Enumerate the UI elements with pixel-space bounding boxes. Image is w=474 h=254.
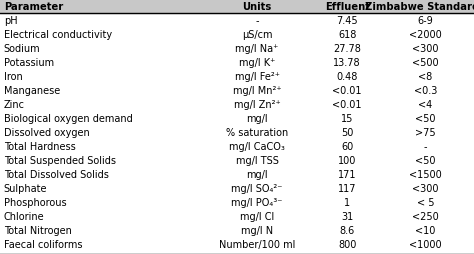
Text: mg/l Mn²⁺: mg/l Mn²⁺	[233, 86, 282, 96]
Text: pH: pH	[4, 16, 18, 26]
Text: mg/l SO₄²⁻: mg/l SO₄²⁻	[231, 183, 283, 193]
Text: Effluent: Effluent	[325, 2, 370, 12]
Text: mg/l K⁺: mg/l K⁺	[239, 58, 275, 68]
Text: Number/100 ml: Number/100 ml	[219, 239, 295, 249]
Text: mg/l Cl: mg/l Cl	[240, 211, 274, 221]
Text: Faecal coliforms: Faecal coliforms	[4, 239, 82, 249]
Text: Sodium: Sodium	[4, 44, 40, 54]
Text: <50: <50	[415, 114, 436, 124]
Text: Units: Units	[243, 2, 272, 12]
Text: Total Hardness: Total Hardness	[4, 141, 75, 152]
Text: Total Dissolved Solids: Total Dissolved Solids	[4, 169, 109, 179]
Text: Phosphorous: Phosphorous	[4, 197, 66, 207]
Text: <250: <250	[412, 211, 439, 221]
Text: Total Nitrogen: Total Nitrogen	[4, 225, 72, 235]
Text: mg/l: mg/l	[246, 169, 268, 179]
Text: >75: >75	[415, 128, 436, 138]
Text: Potassium: Potassium	[4, 58, 54, 68]
Text: Iron: Iron	[4, 72, 23, 82]
Text: <300: <300	[412, 183, 438, 193]
Text: 1: 1	[344, 197, 350, 207]
Text: <500: <500	[412, 58, 439, 68]
Text: 0.48: 0.48	[337, 72, 358, 82]
Text: mg/l PO₄³⁻: mg/l PO₄³⁻	[231, 197, 283, 207]
Text: 7.45: 7.45	[337, 16, 358, 26]
Text: % saturation: % saturation	[226, 128, 288, 138]
Text: mg/l Zn²⁺: mg/l Zn²⁺	[234, 100, 281, 110]
Text: Chlorine: Chlorine	[4, 211, 45, 221]
Text: 6-9: 6-9	[418, 16, 433, 26]
Text: -: -	[255, 16, 259, 26]
Bar	[0, 0, 474, 14]
Text: 117: 117	[338, 183, 356, 193]
Text: 15: 15	[341, 114, 354, 124]
Text: <8: <8	[418, 72, 433, 82]
Text: 50: 50	[341, 128, 354, 138]
Text: <300: <300	[412, 44, 438, 54]
Text: 13.78: 13.78	[333, 58, 361, 68]
Text: Electrical conductivity: Electrical conductivity	[4, 30, 112, 40]
Text: Parameter: Parameter	[4, 2, 63, 12]
Text: Zimbabwe Standards: Zimbabwe Standards	[365, 2, 474, 12]
Text: <2000: <2000	[409, 30, 442, 40]
Text: Biological oxygen demand: Biological oxygen demand	[4, 114, 133, 124]
Text: Zinc: Zinc	[4, 100, 25, 110]
Text: mg/l: mg/l	[246, 114, 268, 124]
Text: mg/l CaCO₃: mg/l CaCO₃	[229, 141, 285, 152]
Text: 800: 800	[338, 239, 356, 249]
Text: 60: 60	[341, 141, 353, 152]
Text: mg/l TSS: mg/l TSS	[236, 155, 279, 165]
Text: mg/l Fe²⁺: mg/l Fe²⁺	[235, 72, 280, 82]
Text: μS/cm: μS/cm	[242, 30, 273, 40]
Text: <0.01: <0.01	[332, 86, 362, 96]
Text: <1000: <1000	[409, 239, 442, 249]
Text: 27.78: 27.78	[333, 44, 361, 54]
Text: Sulphate: Sulphate	[4, 183, 47, 193]
Text: 171: 171	[338, 169, 356, 179]
Text: Dissolved oxygen: Dissolved oxygen	[4, 128, 90, 138]
Text: mg/l Na⁺: mg/l Na⁺	[236, 44, 279, 54]
Text: 31: 31	[341, 211, 353, 221]
Text: -: -	[424, 141, 427, 152]
Text: mg/l N: mg/l N	[241, 225, 273, 235]
Text: <10: <10	[415, 225, 436, 235]
Text: < 5: < 5	[417, 197, 434, 207]
Text: <0.01: <0.01	[332, 100, 362, 110]
Text: <50: <50	[415, 155, 436, 165]
Text: <0.3: <0.3	[414, 86, 437, 96]
Text: 618: 618	[338, 30, 356, 40]
Text: <4: <4	[418, 100, 433, 110]
Text: 100: 100	[338, 155, 356, 165]
Text: Manganese: Manganese	[4, 86, 60, 96]
Text: <1500: <1500	[409, 169, 442, 179]
Text: Total Suspended Solids: Total Suspended Solids	[4, 155, 116, 165]
Text: 8.6: 8.6	[339, 225, 355, 235]
